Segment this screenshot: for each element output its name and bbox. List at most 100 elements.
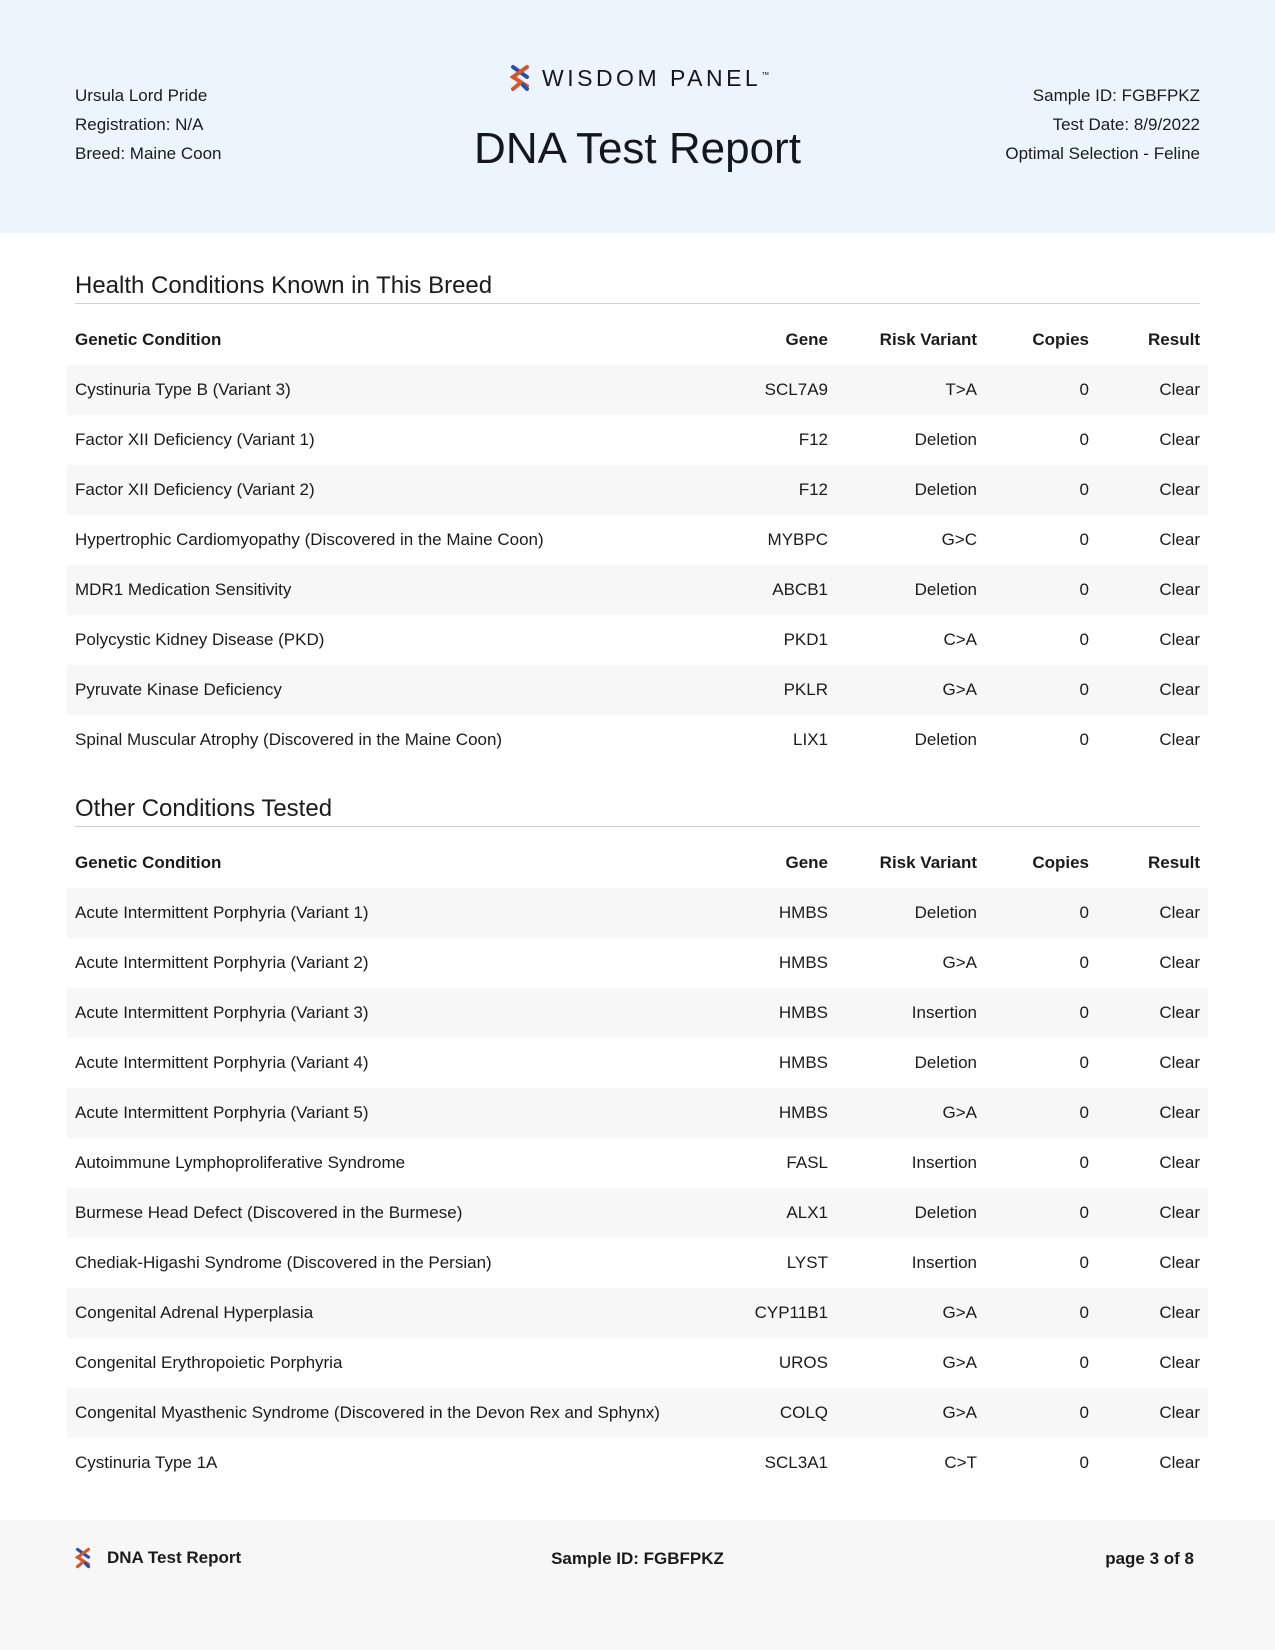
cell-risk-variant: G>C xyxy=(941,530,977,549)
cell-condition: Congenital Myasthenic Syndrome (Discover… xyxy=(75,1403,660,1422)
cell-result: Clear xyxy=(1159,953,1200,972)
cell-copies: 0 xyxy=(1079,1403,1089,1422)
cell-gene: PKLR xyxy=(783,680,828,699)
cell-copies: 0 xyxy=(1079,1203,1089,1222)
page-number: page 3 of 8 xyxy=(1105,1549,1194,1568)
cell-risk-variant: G>A xyxy=(942,1303,978,1322)
cell-risk-variant: Insertion xyxy=(911,1153,977,1172)
cell-gene: ABCB1 xyxy=(772,580,828,599)
cell-risk-variant: G>A xyxy=(942,953,978,972)
table-row: Polycystic Kidney Disease (PKD) PKD1 C>A 0 C… xyxy=(67,615,1208,665)
column-header-risk-variant: Risk Variant xyxy=(879,853,977,872)
column-header-copies: Copies xyxy=(1032,330,1089,349)
table-row: Chediak-Higashi Syndrome (Discovered in … xyxy=(67,1238,1208,1288)
cell-condition: Chediak-Higashi Syndrome (Discovered in … xyxy=(75,1253,492,1272)
cell-risk-variant: G>A xyxy=(942,680,978,699)
cell-result: Clear xyxy=(1159,580,1200,599)
cell-result: Clear xyxy=(1159,1003,1200,1022)
product-name: Optimal Selection - Feline xyxy=(1005,144,1200,163)
cell-gene: CYP11B1 xyxy=(754,1303,828,1322)
pet-info: Ursula Lord Pride Registration: N/A Bree… xyxy=(75,81,221,168)
table-row: MDR1 Medication Sensitivity ABCB1 Deletion… xyxy=(67,565,1208,615)
table-row: Cystinuria Type 1A SCL3A1 C>T 0 Clear xyxy=(67,1438,1208,1488)
cell-gene: HMBS xyxy=(778,953,828,972)
cell-copies: 0 xyxy=(1079,903,1089,922)
cell-gene: F12 xyxy=(798,430,828,449)
cell-result: Clear xyxy=(1159,730,1200,749)
cell-copies: 0 xyxy=(1079,730,1089,749)
cell-copies: 0 xyxy=(1079,430,1089,449)
cell-condition: Cystinuria Type 1A xyxy=(75,1453,218,1472)
cell-result: Clear xyxy=(1159,430,1200,449)
cell-gene: MYBPC xyxy=(767,530,828,549)
brand-name: WISDOM PANEL xyxy=(542,64,762,91)
table-header-row: Genetic Condition Gene Risk Variant Copies R… xyxy=(67,838,1208,888)
cell-copies: 0 xyxy=(1079,1003,1089,1022)
cell-copies: 0 xyxy=(1079,680,1089,699)
cell-condition: Acute Intermittent Porphyria (Variant 2) xyxy=(75,953,369,972)
table-row: Congenital Myasthenic Syndrome (Discover… xyxy=(67,1388,1208,1438)
cell-copies: 0 xyxy=(1079,1103,1089,1122)
cell-risk-variant: G>A xyxy=(942,1403,978,1422)
column-header-gene: Gene xyxy=(785,853,828,872)
cell-gene: FASL xyxy=(786,1153,828,1172)
cell-gene: HMBS xyxy=(778,903,828,922)
table-row: Acute Intermittent Porphyria (Variant 5)… xyxy=(67,1088,1208,1138)
cell-gene: ALX1 xyxy=(786,1203,828,1222)
cell-result: Clear xyxy=(1159,1153,1200,1172)
cell-risk-variant: T>A xyxy=(945,380,977,399)
pet-name: Ursula Lord Pride xyxy=(75,86,208,105)
page-title: DNA Test Report xyxy=(474,124,801,173)
cell-result: Clear xyxy=(1159,1103,1200,1122)
cell-gene: LYST xyxy=(786,1253,828,1272)
table-row: Congenital Adrenal Hyperplasia CYP11B1 G>A… xyxy=(67,1288,1208,1338)
cell-condition: Factor XII Deficiency (Variant 1) xyxy=(75,430,315,449)
sample-info: Sample ID: FGBFPKZ Test Date: 8/9/2022 O… xyxy=(1005,81,1200,168)
cell-gene: SCL3A1 xyxy=(764,1453,828,1472)
table-row: Cystinuria Type B (Variant 3) SCL7A9 T>A 0 C… xyxy=(67,365,1208,415)
cell-gene: PKD1 xyxy=(783,630,828,649)
section-title: Health Conditions Known in This Breed xyxy=(75,272,1200,304)
trademark: ™ xyxy=(761,69,770,79)
cell-risk-variant: Deletion xyxy=(914,730,977,749)
cell-risk-variant: Deletion xyxy=(914,580,977,599)
table-row: Congenital Erythropoietic Porphyria UROS G… xyxy=(67,1338,1208,1388)
helix-logo-icon xyxy=(75,1547,91,1569)
test-date: Test Date: 8/9/2022 xyxy=(1052,115,1200,134)
cell-condition: Burmese Head Defect (Discovered in the B… xyxy=(75,1203,463,1222)
cell-copies: 0 xyxy=(1079,1053,1089,1072)
cell-result: Clear xyxy=(1159,1253,1200,1272)
cell-condition: Spinal Muscular Atrophy (Discovered in t… xyxy=(75,730,503,749)
table-row: Acute Intermittent Porphyria (Variant 4)… xyxy=(67,1038,1208,1088)
cell-result: Clear xyxy=(1159,1353,1200,1372)
table-row: Acute Intermittent Porphyria (Variant 1)… xyxy=(67,888,1208,938)
cell-gene: SCL7A9 xyxy=(764,380,828,399)
table-row: Acute Intermittent Porphyria (Variant 3)… xyxy=(67,988,1208,1038)
cell-condition: Pyruvate Kinase Deficiency xyxy=(75,680,282,699)
cell-copies: 0 xyxy=(1079,580,1089,599)
cell-risk-variant: Deletion xyxy=(914,1053,977,1072)
cell-gene: F12 xyxy=(798,480,828,499)
cell-copies: 0 xyxy=(1079,1253,1089,1272)
table-row: Hypertrophic Cardiomyopathy (Discovered … xyxy=(67,515,1208,565)
table-header-row: Genetic Condition Gene Risk Variant Copies R… xyxy=(67,315,1208,365)
section-other-conditions: Other Conditions Tested Genetic Conditio… xyxy=(67,795,1208,1472)
cell-copies: 0 xyxy=(1079,1453,1089,1472)
cell-condition: Acute Intermittent Porphyria (Variant 1) xyxy=(75,903,369,922)
table-row: Acute Intermittent Porphyria (Variant 2)… xyxy=(67,938,1208,988)
cell-result: Clear xyxy=(1159,530,1200,549)
cell-result: Clear xyxy=(1159,1453,1200,1472)
footer-title: DNA Test Report xyxy=(107,1548,242,1567)
registration: Registration: N/A xyxy=(75,115,204,134)
cell-gene: COLQ xyxy=(779,1403,828,1422)
cell-result: Clear xyxy=(1159,1053,1200,1072)
cell-condition: Congenital Erythropoietic Porphyria xyxy=(75,1353,343,1372)
cell-gene: UROS xyxy=(778,1353,828,1372)
cell-risk-variant: Deletion xyxy=(914,903,977,922)
cell-copies: 0 xyxy=(1079,1153,1089,1172)
breed: Breed: Maine Coon xyxy=(75,144,222,163)
footer-sample-id: Sample ID: FGBFPKZ xyxy=(551,1549,724,1568)
cell-condition: Autoimmune Lymphoproliferative Syndrome xyxy=(75,1153,406,1172)
cell-risk-variant: Insertion xyxy=(911,1003,977,1022)
cell-result: Clear xyxy=(1159,380,1200,399)
